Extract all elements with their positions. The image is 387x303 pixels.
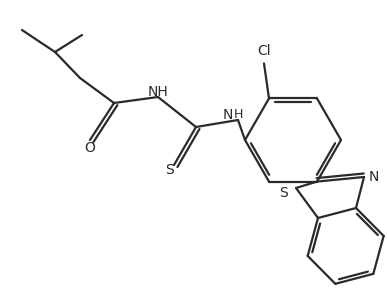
Text: S: S <box>166 163 175 177</box>
Text: N: N <box>223 108 233 122</box>
Text: Cl: Cl <box>257 45 271 58</box>
Text: O: O <box>85 141 96 155</box>
Text: S: S <box>280 186 288 200</box>
Text: NH: NH <box>147 85 168 99</box>
Text: N: N <box>369 170 379 184</box>
Text: H: H <box>233 108 243 122</box>
